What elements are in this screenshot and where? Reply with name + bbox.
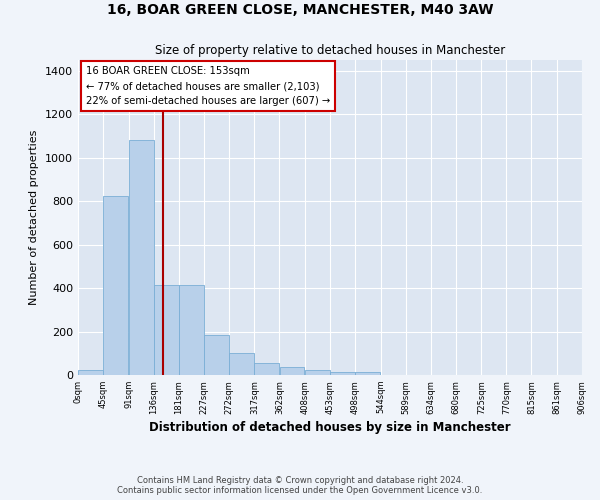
Bar: [78, 370, 103, 375]
Text: Contains HM Land Registry data © Crown copyright and database right 2024.
Contai: Contains HM Land Registry data © Crown c…: [118, 476, 482, 495]
Text: 16 BOAR GREEN CLOSE: 153sqm
← 77% of detached houses are smaller (2,103)
22% of : 16 BOAR GREEN CLOSE: 153sqm ← 77% of det…: [86, 66, 330, 106]
Y-axis label: Number of detached properties: Number of detached properties: [29, 130, 40, 305]
Bar: [103, 196, 128, 375]
Bar: [254, 362, 279, 375]
Bar: [205, 335, 229, 375]
Title: Size of property relative to detached houses in Manchester: Size of property relative to detached ho…: [155, 44, 505, 58]
Bar: [280, 368, 304, 375]
Bar: [330, 372, 355, 375]
Bar: [229, 352, 254, 375]
Text: 16, BOAR GREEN CLOSE, MANCHESTER, M40 3AW: 16, BOAR GREEN CLOSE, MANCHESTER, M40 3A…: [107, 4, 493, 18]
Bar: [305, 370, 330, 375]
Bar: [129, 140, 154, 375]
X-axis label: Distribution of detached houses by size in Manchester: Distribution of detached houses by size …: [149, 420, 511, 434]
Bar: [355, 372, 380, 375]
Bar: [154, 285, 179, 375]
Bar: [179, 285, 203, 375]
